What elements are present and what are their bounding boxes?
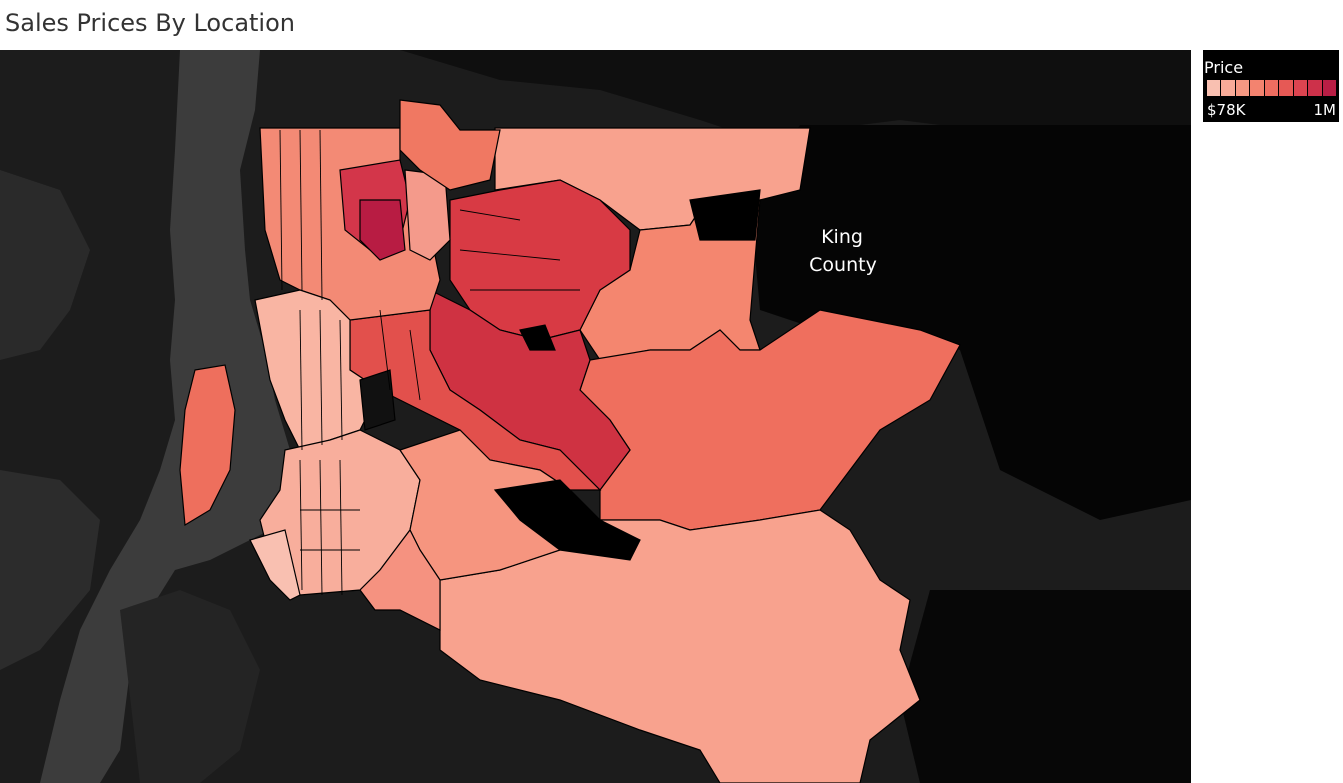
region-central-west[interactable] bbox=[349, 309, 602, 491]
legend-swatch-7 bbox=[1308, 80, 1323, 96]
price-legend: Price $78K 1M bbox=[1203, 50, 1339, 122]
peninsula-land bbox=[0, 470, 100, 670]
region-darkest[interactable] bbox=[359, 199, 406, 261]
map-canvas[interactable]: King County bbox=[0, 50, 1191, 783]
legend-color-scale bbox=[1207, 80, 1337, 96]
legend-min-label: $78K bbox=[1207, 101, 1246, 119]
legend-swatch-3 bbox=[1250, 80, 1265, 96]
legend-swatch-0 bbox=[1207, 80, 1222, 96]
legend-max-label: 1M bbox=[1313, 101, 1337, 119]
legend-swatch-2 bbox=[1235, 80, 1251, 96]
outer-land-east bbox=[750, 125, 1191, 520]
region-label-line2: County bbox=[809, 254, 877, 276]
region-unincorporated-3 bbox=[689, 189, 761, 241]
puget-sound bbox=[40, 50, 290, 783]
region-unincorporated-1 bbox=[519, 324, 556, 351]
region-southwest-tip[interactable] bbox=[249, 529, 301, 601]
region-vashon[interactable] bbox=[179, 364, 236, 527]
region-north-top[interactable] bbox=[399, 99, 501, 191]
region-unincorporated-4 bbox=[359, 369, 396, 431]
region-southeast[interactable] bbox=[439, 509, 921, 783]
southwest-land bbox=[120, 590, 260, 783]
region-label-line1: King bbox=[821, 226, 863, 248]
legend-swatch-8 bbox=[1322, 80, 1337, 96]
legend-swatch-1 bbox=[1221, 80, 1236, 96]
kitsap-land bbox=[0, 170, 90, 360]
map-view[interactable]: King County bbox=[0, 50, 1191, 783]
outer-land-southeast bbox=[900, 590, 1191, 783]
zip-regions bbox=[179, 99, 961, 783]
page-title: Sales Prices By Location bbox=[5, 9, 295, 37]
legend-swatch-5 bbox=[1279, 80, 1294, 96]
region-unincorporated-2 bbox=[493, 479, 641, 561]
zip-lines bbox=[279, 129, 580, 596]
legend-swatch-6 bbox=[1293, 80, 1309, 96]
region-auburn[interactable] bbox=[359, 528, 441, 631]
outer-land-north bbox=[400, 50, 1191, 170]
legend-swatch-4 bbox=[1264, 80, 1280, 96]
legend-title: Price bbox=[1204, 58, 1244, 77]
